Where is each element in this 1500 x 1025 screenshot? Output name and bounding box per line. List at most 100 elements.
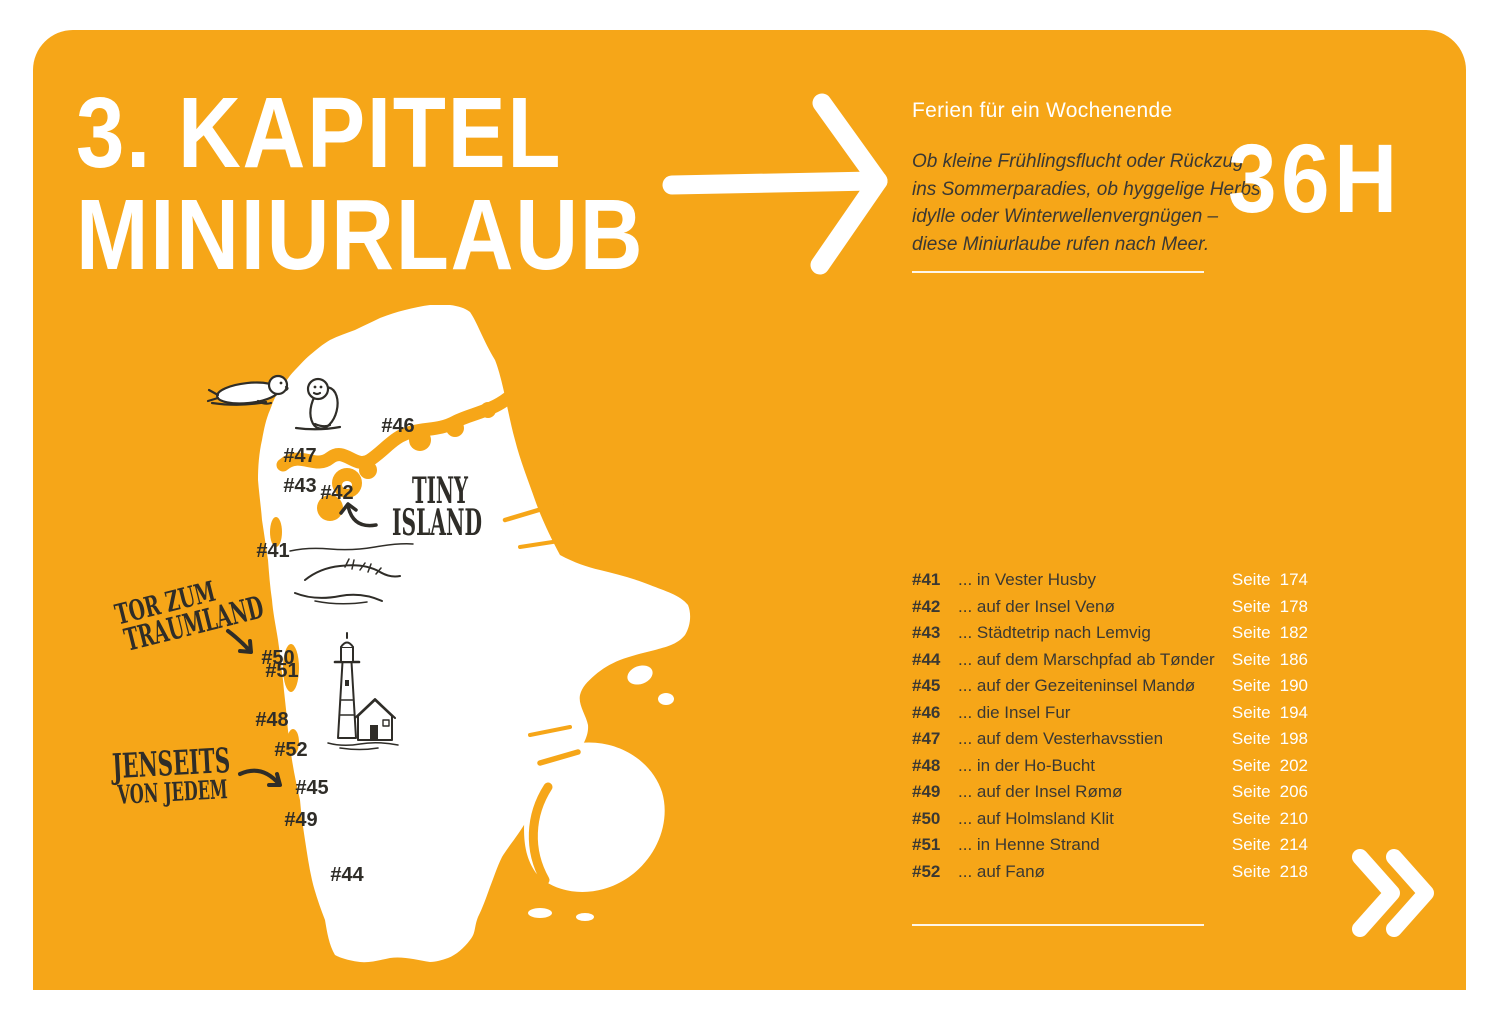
- jenseits-label: JENSEITS VON JEDEM: [109, 741, 231, 811]
- tiny-island-arrow-icon: [346, 504, 378, 528]
- east-coast-fjords: [502, 500, 587, 766]
- toc-row[interactable]: #51 ... in Henne Strand Seite 214: [912, 835, 1308, 862]
- toc-entry-page: Seite 194: [1232, 703, 1308, 723]
- small-island: [576, 913, 594, 921]
- toc-entry-title: ... auf Fanø: [958, 861, 1045, 881]
- right-arrow-icon: [662, 93, 888, 275]
- toc-row[interactable]: #46 ... die Insel Fur Seite 194: [912, 703, 1308, 730]
- toc-row[interactable]: #50 ... auf Holmsland Klit Seite 210: [912, 809, 1308, 836]
- toc-row[interactable]: #52 ... auf Fanø Seite 218: [912, 862, 1308, 889]
- small-island: [528, 908, 552, 918]
- intro-text-line: diese Miniurlaube rufen nach Meer.: [912, 233, 1210, 255]
- small-island: [658, 693, 674, 705]
- toc-page-word: Seite: [1231, 808, 1271, 828]
- toc-entry-page: Seite 202: [1232, 756, 1308, 776]
- toc-row[interactable]: #45 ... auf der Gezeiteninsel Mandø Seit…: [912, 676, 1308, 703]
- toc-row[interactable]: #43 ... Städtetrip nach Lemvig Seite 182: [912, 623, 1308, 650]
- intro-text-line: idylle oder Winterwellenvergnügen –: [912, 206, 1219, 227]
- intro-text-line: Ob kleine Frühlingsflucht oder Rückzug: [912, 151, 1244, 172]
- small-island: [606, 634, 618, 644]
- toc-entry-page: Seite 182: [1232, 623, 1308, 643]
- tor-zum-arrow-icon: [226, 629, 253, 654]
- toc-entry-title: ... auf der Insel Venø: [958, 596, 1115, 616]
- toc-page-number: 214: [1279, 835, 1308, 854]
- map-marker-label: #48: [255, 709, 288, 731]
- toc-entry-page: Seite 198: [1232, 729, 1308, 749]
- toc-page-number: 198: [1279, 729, 1308, 748]
- map-markers: #41 #42#43 #44 #45 #46 #47 #48 #49 #50#51 #52: [255, 415, 414, 886]
- toc-page-number: 178: [1279, 596, 1308, 616]
- toc-entry-title: ... auf dem Vesterhavsstien: [958, 729, 1164, 748]
- toc-row[interactable]: #49 ... auf der Insel Rømø Seite 206: [912, 782, 1308, 809]
- toc-entry-number: #52: [912, 861, 941, 881]
- toc-entry-title: ... in der Ho-Bucht: [958, 755, 1096, 775]
- toc-entry-number: #46: [912, 702, 941, 722]
- toc-entry-number: #47: [912, 729, 941, 748]
- section-kicker: Ferien für ein Wochenende: [912, 99, 1173, 122]
- toc-row[interactable]: #42 ... auf der Insel Venø Seite 178: [912, 597, 1308, 624]
- toc-row[interactable]: #47 ... auf dem Vesterhavsstien Seite 198: [912, 729, 1308, 756]
- chapter-title-line1: 3. KAPITEL: [76, 77, 563, 189]
- toc-entry-page: Seite 178: [1232, 597, 1308, 617]
- toc-entry-title: ... auf dem Marschpfad ab Tønder: [958, 649, 1215, 669]
- map-marker-label: #47: [283, 445, 316, 467]
- toc-entry-number: #41: [912, 570, 941, 589]
- map-marker-label: #46: [381, 415, 414, 437]
- toc-entry-title: ... auf der Gezeiteninsel Mandø: [958, 676, 1196, 695]
- toc-entry-page: Seite 214: [1232, 835, 1308, 855]
- map-marker-label: #45: [295, 777, 328, 799]
- toc-page-number: 190: [1279, 676, 1308, 695]
- toc-entry-page: Seite 186: [1232, 650, 1308, 670]
- toc-entry-page: Seite 210: [1232, 809, 1308, 829]
- toc-entry-title: ... die Insel Fur: [958, 702, 1071, 722]
- toc-entry-title: ... auf der Insel Rømø: [958, 782, 1123, 801]
- toc-entry-number: #43: [912, 623, 941, 642]
- toc-page-word: Seite: [1231, 835, 1271, 854]
- toc-page-word: Seite: [1231, 755, 1271, 775]
- toc-entry-page: Seite 174: [1232, 570, 1308, 590]
- toc-entry-title: ... in Henne Strand: [958, 835, 1100, 854]
- toc-entry-page: Seite 206: [1232, 782, 1308, 802]
- toc-page-word: Seite: [1231, 676, 1271, 695]
- map-marker-label: #52: [274, 739, 307, 761]
- funen-island: [524, 742, 665, 892]
- limfjord-water: [276, 391, 515, 521]
- toc-entry-number: #48: [912, 755, 941, 775]
- toc-page-word: Seite: [1231, 596, 1271, 616]
- toc-row[interactable]: #44 ... auf dem Marschpfad ab Tønder Sei…: [912, 650, 1308, 677]
- map-marker-label: #51: [265, 660, 298, 682]
- toc-page-word: Seite: [1231, 623, 1271, 642]
- toc-entry-number: #44: [912, 649, 941, 669]
- toc-page-word: Seite: [1231, 649, 1271, 669]
- seals-sketch-icon: [206, 374, 342, 431]
- duration-badge: 36H: [1228, 124, 1402, 233]
- toc-entry-number: #49: [912, 782, 941, 801]
- little-belt-channel: [528, 782, 553, 885]
- toc-page-number: 206: [1279, 782, 1308, 801]
- toc-row[interactable]: #48 ... in der Ho-Bucht Seite 202: [912, 756, 1308, 783]
- toc-page-number: 218: [1279, 861, 1308, 881]
- divider-line-bottom: [912, 924, 1204, 926]
- toc-entry-number: #42: [912, 596, 941, 616]
- toc-page-number: 194: [1279, 702, 1308, 722]
- toc-row[interactable]: #41 ... in Vester Husby Seite 174: [912, 570, 1308, 597]
- jenseits-label-line2: VON JEDEM: [116, 775, 228, 811]
- toc-page-word: Seite: [1231, 729, 1271, 748]
- map-marker-label: #50: [261, 647, 294, 669]
- table-of-contents: #41 ... in Vester Husby Seite 174 #42 ...…: [912, 570, 1308, 888]
- denmark-map: TINY ISLAND TOR ZUM TRAUMLAND JENSEITS V…: [109, 305, 691, 963]
- toc-page-number: 210: [1279, 808, 1308, 828]
- small-island: [627, 665, 653, 685]
- dunes-sketch-icon: [289, 543, 414, 605]
- jenseits-arrow-icon: [238, 768, 282, 787]
- toc-entry-page: Seite 190: [1232, 676, 1308, 696]
- toc-entry-number: #51: [912, 835, 941, 854]
- toc-entry-page: Seite 218: [1232, 862, 1308, 882]
- intro-text-line: ins Sommerparadies, ob hyggelige Herbst-: [912, 178, 1273, 200]
- lighthouse-sketch-icon: [327, 632, 399, 751]
- next-page-chevrons-icon[interactable]: [1350, 845, 1450, 940]
- toc-entry-title: ... auf Holmsland Klit: [958, 808, 1114, 828]
- toc-page-number: 186: [1279, 649, 1308, 669]
- toc-page-word: Seite: [1231, 702, 1271, 722]
- toc-page-number: 182: [1279, 623, 1308, 642]
